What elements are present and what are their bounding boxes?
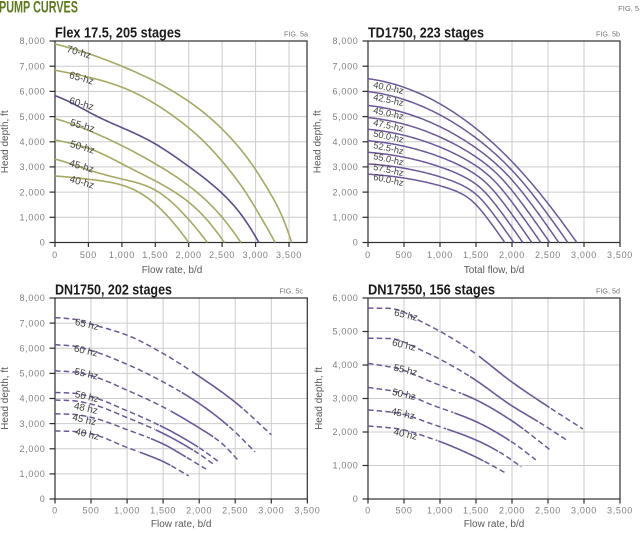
svg-text:Head depth, ft: Head depth, ft bbox=[0, 110, 11, 173]
svg-text:1,000: 1,000 bbox=[114, 506, 140, 516]
svg-text:45 hz: 45 hz bbox=[71, 412, 97, 428]
svg-text:500: 500 bbox=[395, 506, 412, 516]
svg-text:4,000: 4,000 bbox=[332, 360, 358, 370]
svg-text:0: 0 bbox=[52, 250, 58, 260]
svg-text:Head depth, ft: Head depth, ft bbox=[314, 367, 325, 430]
svg-text:1,000: 1,000 bbox=[427, 250, 453, 260]
svg-text:1,500: 1,500 bbox=[150, 506, 176, 516]
svg-text:FIG. 5a: FIG. 5a bbox=[284, 30, 308, 39]
svg-text:4,000: 4,000 bbox=[19, 137, 45, 147]
svg-text:2,500: 2,500 bbox=[209, 250, 235, 260]
svg-text:6,000: 6,000 bbox=[19, 87, 45, 97]
svg-text:8,000: 8,000 bbox=[19, 293, 45, 303]
svg-text:Flex 17.5, 205 stages: Flex 17.5, 205 stages bbox=[55, 26, 181, 42]
svg-text:55 hz: 55 hz bbox=[392, 363, 418, 379]
svg-text:3,000: 3,000 bbox=[332, 162, 358, 172]
svg-text:6,000: 6,000 bbox=[332, 87, 358, 97]
svg-text:2,500: 2,500 bbox=[222, 506, 248, 516]
svg-text:40 hz: 40 hz bbox=[74, 427, 100, 443]
svg-text:Flow rate, b/d: Flow rate, b/d bbox=[464, 519, 525, 530]
svg-text:0: 0 bbox=[365, 250, 371, 260]
svg-text:0: 0 bbox=[40, 494, 46, 504]
svg-text:1,000: 1,000 bbox=[332, 461, 358, 471]
svg-text:3,000: 3,000 bbox=[19, 162, 45, 172]
svg-text:DN17550, 156 stages: DN17550, 156 stages bbox=[368, 283, 495, 299]
svg-text:1,000: 1,000 bbox=[427, 506, 453, 516]
svg-text:7,000: 7,000 bbox=[19, 318, 45, 328]
svg-text:6,000: 6,000 bbox=[19, 343, 45, 353]
svg-text:8,000: 8,000 bbox=[19, 36, 45, 46]
svg-text:3,000: 3,000 bbox=[332, 394, 358, 404]
svg-text:3,500: 3,500 bbox=[294, 506, 320, 516]
svg-text:0: 0 bbox=[365, 506, 371, 516]
svg-text:2,000: 2,000 bbox=[176, 250, 202, 260]
svg-text:1,000: 1,000 bbox=[19, 469, 45, 479]
svg-text:500: 500 bbox=[395, 250, 412, 260]
svg-text:55 hz: 55 hz bbox=[73, 366, 99, 382]
svg-text:2,500: 2,500 bbox=[535, 506, 561, 516]
svg-text:DN1750, 202 stages: DN1750, 202 stages bbox=[55, 283, 172, 299]
svg-text:FIG. 5d: FIG. 5d bbox=[596, 287, 620, 296]
svg-text:0: 0 bbox=[40, 238, 46, 248]
svg-text:1,000: 1,000 bbox=[332, 213, 358, 223]
svg-text:48 hz: 48 hz bbox=[73, 401, 99, 417]
svg-text:7,000: 7,000 bbox=[19, 61, 45, 71]
svg-text:0: 0 bbox=[353, 494, 359, 504]
svg-text:8,000: 8,000 bbox=[332, 36, 358, 46]
svg-text:1,500: 1,500 bbox=[463, 250, 489, 260]
svg-text:3,000: 3,000 bbox=[19, 419, 45, 429]
svg-text:65 hz: 65 hz bbox=[393, 308, 419, 324]
svg-text:3,500: 3,500 bbox=[276, 250, 302, 260]
svg-text:3,500: 3,500 bbox=[607, 506, 633, 516]
svg-text:3,000: 3,000 bbox=[258, 506, 284, 516]
svg-text:3,500: 3,500 bbox=[607, 250, 633, 260]
svg-text:2,500: 2,500 bbox=[535, 250, 561, 260]
svg-text:5,000: 5,000 bbox=[19, 112, 45, 122]
svg-text:5,000: 5,000 bbox=[332, 327, 358, 337]
svg-text:2,000: 2,000 bbox=[186, 506, 212, 516]
svg-text:2,000: 2,000 bbox=[19, 187, 45, 197]
svg-text:500: 500 bbox=[80, 250, 97, 260]
svg-text:3,000: 3,000 bbox=[571, 250, 597, 260]
svg-text:Flow rate, b/d: Flow rate, b/d bbox=[151, 519, 212, 530]
svg-text:3,000: 3,000 bbox=[571, 506, 597, 516]
svg-text:40 hz: 40 hz bbox=[392, 427, 418, 443]
svg-text:1,000: 1,000 bbox=[109, 250, 135, 260]
svg-text:Head depth, ft: Head depth, ft bbox=[313, 110, 324, 173]
svg-text:4,000: 4,000 bbox=[19, 394, 45, 404]
svg-text:60 hz: 60 hz bbox=[391, 338, 417, 354]
svg-text:Total flow, b/d: Total flow, b/d bbox=[464, 265, 525, 276]
svg-text:50 hz: 50 hz bbox=[74, 389, 100, 405]
svg-text:FIG. 5: FIG. 5 bbox=[618, 4, 639, 13]
svg-text:FIG. 5b: FIG. 5b bbox=[596, 30, 620, 39]
svg-text:5,000: 5,000 bbox=[19, 369, 45, 379]
svg-text:50 hz: 50 hz bbox=[391, 387, 417, 403]
svg-text:6,000: 6,000 bbox=[332, 293, 358, 303]
svg-text:0: 0 bbox=[353, 238, 359, 248]
svg-text:7,000: 7,000 bbox=[332, 61, 358, 71]
svg-text:60 hz: 60 hz bbox=[73, 343, 99, 359]
svg-text:PUMP CURVES: PUMP CURVES bbox=[0, 0, 78, 17]
svg-text:Head depth, ft: Head depth, ft bbox=[0, 367, 11, 430]
svg-text:Flow rate, b/d: Flow rate, b/d bbox=[142, 265, 203, 276]
svg-text:2,000: 2,000 bbox=[499, 506, 525, 516]
svg-text:1,500: 1,500 bbox=[463, 506, 489, 516]
svg-text:2,000: 2,000 bbox=[19, 444, 45, 454]
svg-text:2,000: 2,000 bbox=[332, 427, 358, 437]
svg-text:FIG. 5c: FIG. 5c bbox=[279, 287, 303, 296]
svg-text:0: 0 bbox=[52, 506, 58, 516]
svg-text:1,000: 1,000 bbox=[19, 213, 45, 223]
svg-text:3,000: 3,000 bbox=[243, 250, 269, 260]
svg-text:45 hz: 45 hz bbox=[390, 406, 416, 422]
svg-text:65 hz: 65 hz bbox=[74, 317, 100, 333]
svg-text:500: 500 bbox=[82, 506, 99, 516]
svg-text:4,000: 4,000 bbox=[332, 137, 358, 147]
svg-text:5,000: 5,000 bbox=[332, 112, 358, 122]
svg-text:2,000: 2,000 bbox=[499, 250, 525, 260]
svg-text:1,500: 1,500 bbox=[142, 250, 168, 260]
svg-text:2,000: 2,000 bbox=[332, 187, 358, 197]
svg-text:TD1750, 223 stages: TD1750, 223 stages bbox=[368, 26, 484, 42]
